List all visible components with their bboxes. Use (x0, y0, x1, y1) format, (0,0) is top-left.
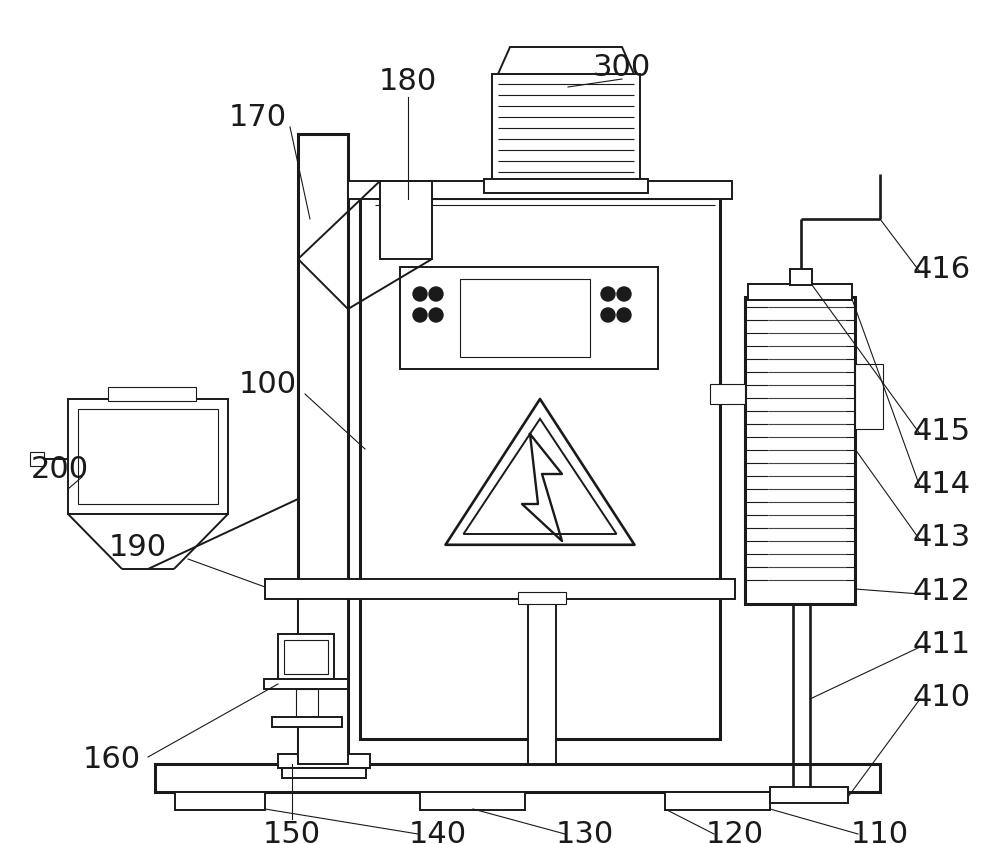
Bar (745, 298, 855, 604)
Text: 130: 130 (556, 820, 614, 844)
Bar (518, 592, 566, 604)
Bar (272, 717, 342, 728)
Bar (528, 599, 556, 764)
Bar (30, 452, 44, 467)
Circle shape (413, 309, 427, 322)
Text: 415: 415 (913, 417, 971, 446)
Bar (298, 135, 348, 764)
Bar (265, 579, 735, 599)
Bar (348, 181, 732, 200)
Text: 110: 110 (851, 820, 909, 844)
Bar (175, 792, 265, 810)
Bar (790, 270, 812, 285)
Text: 410: 410 (913, 683, 971, 711)
Circle shape (413, 288, 427, 301)
Text: 416: 416 (913, 255, 971, 284)
Bar (460, 279, 590, 358)
Bar (108, 387, 196, 402)
Text: 140: 140 (409, 820, 467, 844)
Bar (492, 75, 640, 183)
Circle shape (617, 309, 631, 322)
Bar (665, 792, 770, 810)
Text: 100: 100 (239, 370, 297, 399)
Bar (420, 792, 525, 810)
Bar (282, 768, 366, 778)
Bar (360, 195, 720, 739)
Text: 150: 150 (263, 820, 321, 844)
Bar (748, 284, 852, 300)
Text: 413: 413 (913, 523, 971, 552)
Polygon shape (498, 48, 634, 75)
Bar (484, 180, 648, 194)
Bar (264, 679, 348, 690)
Text: 412: 412 (913, 576, 971, 606)
Circle shape (617, 288, 631, 301)
Bar (298, 599, 348, 764)
Text: 170: 170 (229, 103, 287, 133)
Text: 160: 160 (83, 744, 141, 774)
Bar (770, 787, 848, 803)
Bar (710, 385, 745, 404)
Bar (284, 641, 328, 674)
Bar (380, 181, 432, 260)
Bar (296, 690, 318, 719)
Text: 190: 190 (109, 533, 167, 562)
Bar (78, 409, 218, 505)
Text: 414: 414 (913, 470, 971, 499)
Text: 120: 120 (706, 820, 764, 844)
Bar (855, 365, 883, 430)
Circle shape (601, 309, 615, 322)
Text: 411: 411 (913, 630, 971, 658)
Bar (278, 754, 370, 768)
Text: 200: 200 (31, 455, 89, 484)
Text: 180: 180 (379, 68, 437, 96)
Bar (278, 634, 334, 680)
Circle shape (429, 309, 443, 322)
Circle shape (601, 288, 615, 301)
Text: 300: 300 (593, 53, 651, 83)
Bar (155, 764, 880, 792)
Circle shape (429, 288, 443, 301)
Bar (400, 268, 658, 370)
Bar (68, 399, 228, 514)
